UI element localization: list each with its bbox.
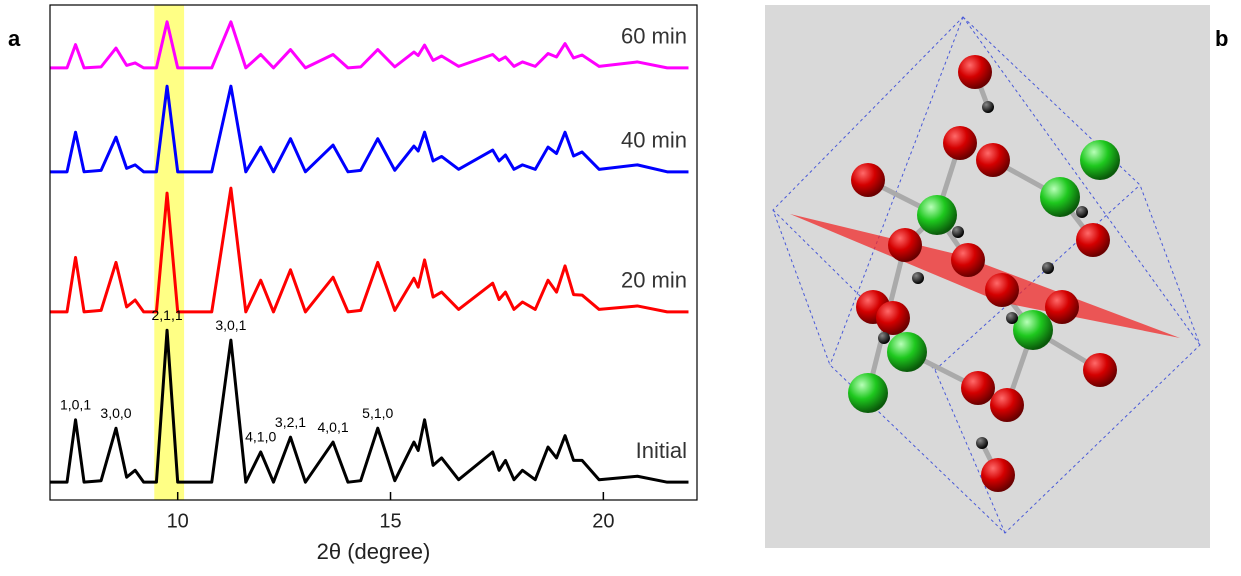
- panel-label: a: [8, 26, 21, 51]
- xrd-curve: [50, 86, 688, 172]
- x-tick-label: 15: [379, 510, 401, 532]
- peak-label: 3,0,1: [215, 317, 246, 333]
- peak-label: 2,1,1: [151, 307, 182, 323]
- x-tick-label: 20: [592, 510, 614, 532]
- series-label: 40 min: [621, 128, 687, 153]
- peak-label: 4,0,1: [317, 419, 348, 435]
- peak-label: 4,1,0: [245, 429, 276, 445]
- xrd-curve: [50, 22, 688, 68]
- x-axis-title: 2θ (degree): [317, 539, 431, 564]
- series-label: 20 min: [621, 268, 687, 293]
- peak-label: 1,0,1: [60, 397, 91, 413]
- series-label: 60 min: [621, 24, 687, 49]
- plot-frame: [50, 5, 697, 500]
- xrd-chart: 10 15 20 2θ (degree) 60 min 40 min 20 min Initi…: [50, 5, 697, 564]
- xrd-curve: [50, 188, 688, 312]
- x-tick-label: 10: [167, 510, 189, 532]
- panel-label: b: [1215, 26, 1228, 51]
- figure: a b 10 15 20 2θ (degree) 60 min 40 min 20 min I…: [0, 0, 1241, 571]
- highlight-band: [154, 5, 184, 500]
- peak-label: 3,0,0: [100, 405, 131, 421]
- series-label: Initial: [636, 438, 687, 463]
- page: a b 10 15 20 2θ (degree) 60 min 40 min 20 min I…: [0, 0, 1241, 576]
- peak-label: 5,1,0: [362, 405, 393, 421]
- peak-label: 3,2,1: [275, 414, 306, 430]
- crystal-structure: [765, 5, 1210, 548]
